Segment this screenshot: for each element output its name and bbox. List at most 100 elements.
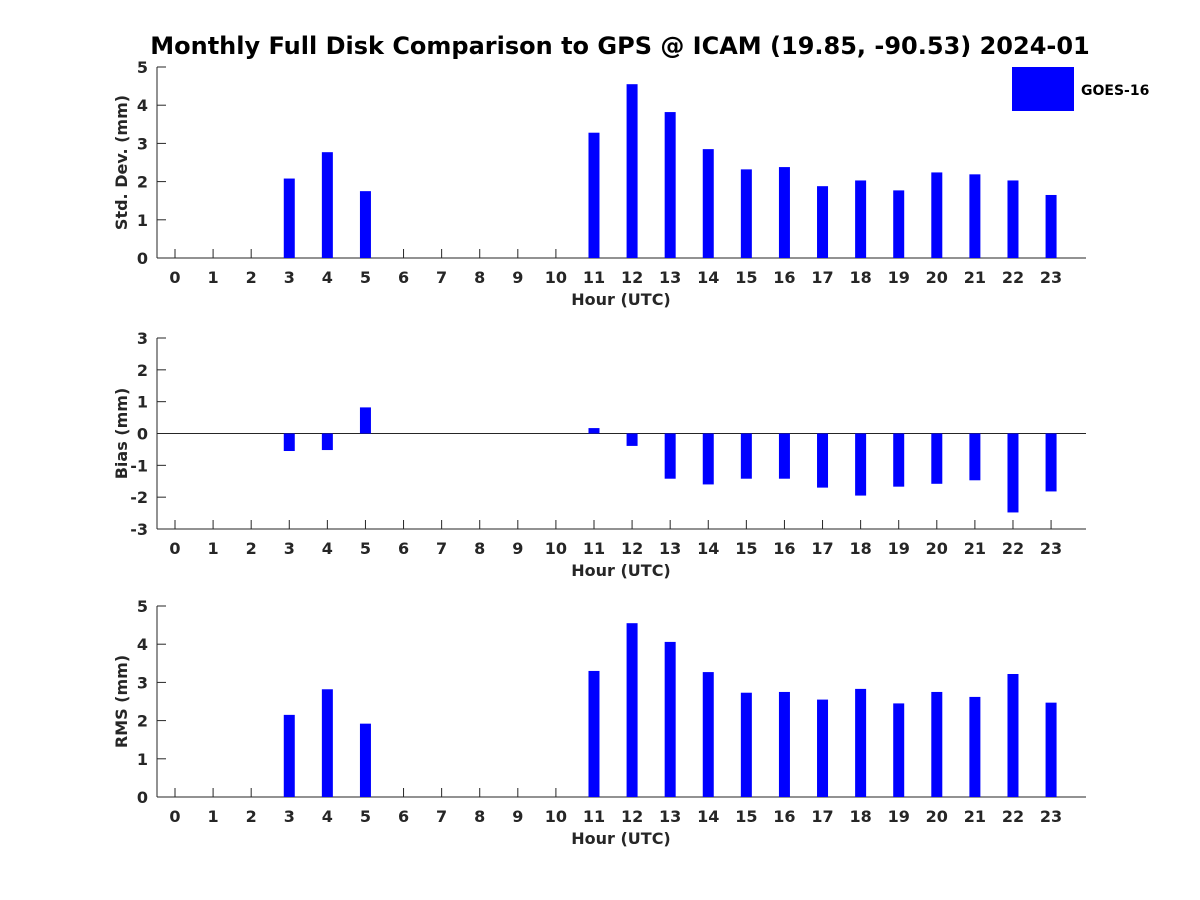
bar-hour-16 <box>778 167 790 258</box>
bar-hour-21 <box>969 696 981 797</box>
x-tick-label: 4 <box>322 539 333 558</box>
x-axis-label: Hour (UTC) <box>571 561 671 580</box>
x-tick-label: 16 <box>773 807 795 826</box>
x-tick-label: 7 <box>436 268 447 287</box>
x-tick-label: 23 <box>1040 807 1062 826</box>
x-tick-label: 12 <box>621 539 643 558</box>
x-tick-label: 8 <box>474 807 485 826</box>
bar-hour-15 <box>740 692 752 797</box>
bar-hour-15 <box>740 433 752 479</box>
x-tick-label: 13 <box>659 807 681 826</box>
bar-hour-13 <box>664 433 676 479</box>
y-tick-label: 1 <box>137 750 148 769</box>
bar-hour-15 <box>740 169 752 258</box>
x-tick-label: 4 <box>322 268 333 287</box>
x-tick-label: 13 <box>659 539 681 558</box>
y-tick-label: 2 <box>137 361 148 380</box>
x-tick-label: 1 <box>208 268 219 287</box>
bar-hour-19 <box>893 433 905 487</box>
x-axis-label: Hour (UTC) <box>571 829 671 848</box>
y-tick-label: 2 <box>137 712 148 731</box>
x-tick-label: 11 <box>583 807 605 826</box>
x-tick-label: 5 <box>360 807 371 826</box>
bar-hour-3 <box>283 714 295 797</box>
y-tick-label: 0 <box>137 788 148 807</box>
x-tick-label: 3 <box>284 268 295 287</box>
bar-hour-19 <box>893 190 905 258</box>
bar-hour-11 <box>588 428 600 434</box>
x-tick-label: 9 <box>512 807 523 826</box>
x-tick-label: 8 <box>474 539 485 558</box>
bar-hour-18 <box>855 180 867 258</box>
x-tick-label: 17 <box>811 807 833 826</box>
y-tick-label: 3 <box>137 134 148 153</box>
x-tick-label: 23 <box>1040 539 1062 558</box>
x-tick-label: 6 <box>398 268 409 287</box>
y-tick-label: 5 <box>137 58 148 77</box>
x-tick-label: 2 <box>246 539 257 558</box>
x-tick-label: 10 <box>545 807 567 826</box>
x-tick-label: 0 <box>169 268 180 287</box>
bar-hour-18 <box>855 688 867 797</box>
y-tick-label: 3 <box>137 329 148 348</box>
legend: GOES-16 <box>1012 67 1149 111</box>
x-tick-label: 23 <box>1040 268 1062 287</box>
bar-hour-4 <box>321 152 333 258</box>
x-tick-label: 19 <box>888 539 910 558</box>
x-tick-label: 10 <box>545 539 567 558</box>
bar-hour-13 <box>664 112 676 259</box>
bar-hour-23 <box>1045 194 1057 258</box>
bar-hour-11 <box>588 132 600 258</box>
x-tick-label: 5 <box>360 268 371 287</box>
bar-hour-20 <box>931 433 943 484</box>
bar-hour-4 <box>321 433 333 451</box>
y-tick-label: -2 <box>130 488 148 507</box>
bar-hour-14 <box>702 149 714 258</box>
y-tick-label: 1 <box>137 211 148 230</box>
bar-hour-16 <box>778 691 790 797</box>
x-tick-label: 11 <box>583 268 605 287</box>
bar-hour-22 <box>1007 433 1019 513</box>
x-tick-label: 3 <box>284 539 295 558</box>
bar-hour-5 <box>359 191 371 258</box>
x-tick-label: 0 <box>169 539 180 558</box>
bar-hour-21 <box>969 433 981 481</box>
bar-hour-14 <box>702 433 714 485</box>
x-tick-label: 21 <box>964 807 986 826</box>
bar-hour-12 <box>626 433 638 446</box>
bar-hour-14 <box>702 672 714 797</box>
bar-hour-19 <box>893 703 905 797</box>
x-tick-label: 9 <box>512 268 523 287</box>
bar-hour-23 <box>1045 433 1057 492</box>
x-tick-label: 8 <box>474 268 485 287</box>
x-tick-label: 15 <box>735 807 757 826</box>
x-tick-label: 17 <box>811 268 833 287</box>
x-tick-label: 12 <box>621 807 643 826</box>
x-tick-label: 13 <box>659 268 681 287</box>
bar-hour-22 <box>1007 180 1019 258</box>
x-tick-label: 14 <box>697 268 719 287</box>
x-tick-label: 3 <box>284 807 295 826</box>
x-tick-label: 2 <box>246 268 257 287</box>
x-tick-label: 20 <box>926 268 948 287</box>
bar-hour-17 <box>817 433 829 488</box>
bar-hour-3 <box>283 433 295 452</box>
x-tick-label: 22 <box>1002 807 1024 826</box>
y-axis-label: Bias (mm) <box>112 388 131 480</box>
bar-hour-16 <box>778 433 790 479</box>
x-tick-label: 14 <box>697 539 719 558</box>
y-tick-label: 0 <box>137 249 148 268</box>
bar-hour-23 <box>1045 702 1057 797</box>
bar-hour-17 <box>817 699 829 797</box>
x-tick-label: 4 <box>322 807 333 826</box>
x-tick-label: 11 <box>583 539 605 558</box>
bar-hour-22 <box>1007 673 1019 797</box>
x-tick-label: 6 <box>398 807 409 826</box>
y-tick-label: 1 <box>137 393 148 412</box>
x-tick-label: 18 <box>849 807 871 826</box>
x-tick-label: 18 <box>849 268 871 287</box>
y-tick-label: 0 <box>137 425 148 444</box>
